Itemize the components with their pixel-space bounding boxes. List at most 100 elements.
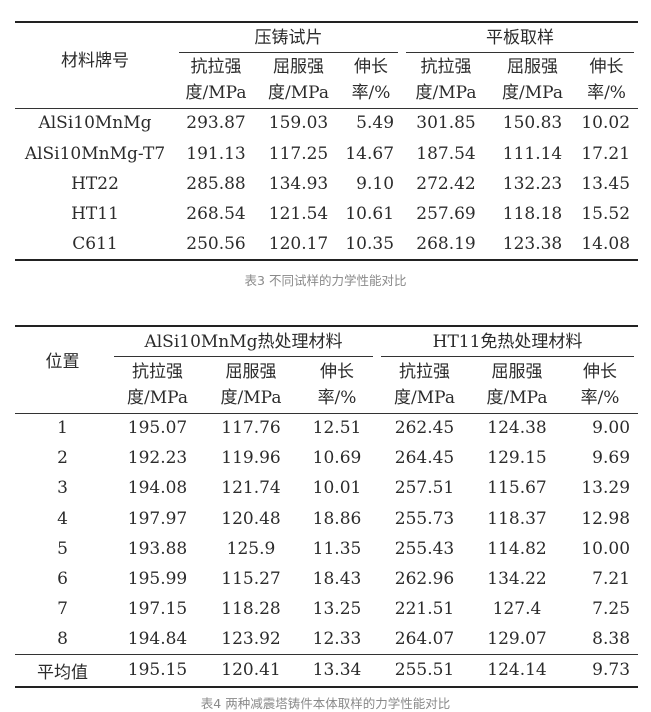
column-header: 抗拉强 度/MPa — [175, 53, 257, 109]
column-header-row: 抗拉强 度/MPa 屈服强 度/MPa 伸长 率/% 抗拉强 度/MPa 屈服强 度/MPa 伸长率… — [15, 53, 639, 109]
cell: 119.96 — [221, 448, 281, 469]
cell: 111.14 — [502, 143, 563, 164]
column-header-line: 屈服强 — [225, 361, 277, 382]
cell: 9.00 — [592, 418, 631, 439]
table-3-caption: 表3 不同试样的力学性能对比 — [244, 273, 407, 288]
table-row: 平均值 195.15 120.41 13.34 255.51 124.14 9.73 — [15, 654, 639, 687]
cell: 125.9 — [226, 538, 276, 559]
cell: 120.17 — [268, 234, 329, 255]
cell: 124.38 — [487, 418, 547, 439]
cell: 127.4 — [492, 599, 542, 620]
cell: 195.15 — [110, 654, 205, 687]
group-header-row: 材料牌号 压铸试片 平板取样 — [15, 22, 638, 109]
row-label: 6 — [57, 569, 68, 590]
column-header-line: 伸长 — [354, 57, 388, 78]
cell: 194.84 — [127, 629, 188, 650]
cell: 129.07 — [487, 629, 547, 650]
column-header-line: 抗拉强 — [420, 57, 472, 78]
column-header-line: 伸长 — [320, 361, 354, 382]
cell: 117.25 — [268, 143, 329, 164]
column-header-row: 抗拉强 度/MPa 屈服强 度/MPa 伸长 率/% 抗拉强 度/MPa 屈服强 度/MPa 伸长率… — [15, 357, 639, 414]
cell: 197.15 — [127, 599, 188, 620]
group-label: 压铸试片 — [179, 23, 399, 53]
row-label: 5 — [57, 538, 68, 559]
cell: 195.07 — [127, 418, 188, 439]
cell: 264.07 — [394, 629, 455, 650]
cell: 114.82 — [487, 538, 547, 559]
column-header-line: 度/MPa — [502, 83, 563, 104]
group-header-row: 位置 AlSi10MnMg热处理材料 HT11免热处理材料 — [15, 326, 638, 414]
column-header: 抗拉强度/MPa — [110, 357, 205, 414]
table-row: AlSi10MnMg-T7 191.13 117.25 14.67 187.54 111.… — [15, 138, 638, 168]
cell: 15.52 — [581, 204, 631, 225]
cell: 10.35 — [345, 234, 395, 255]
cell: 120.48 — [221, 508, 281, 529]
row-label: C611 — [72, 234, 118, 255]
cell: 255.51 — [377, 654, 473, 687]
table-row: 7 197.15 118.28 13.25 221.51 127.4 7.25 — [15, 594, 638, 624]
column-header-line: 伸长 — [589, 57, 624, 78]
cell: 121.54 — [268, 204, 329, 225]
group-label: AlSi10MnMg热处理材料 — [114, 327, 374, 357]
cell: 132.23 — [502, 173, 563, 194]
row-label: HT11 — [71, 204, 119, 225]
column-header-line: 度/MPa — [268, 83, 329, 104]
column-header: 伸长率/% — [297, 357, 378, 414]
cell: 9.10 — [356, 173, 395, 194]
cell: 13.45 — [581, 173, 631, 194]
table-row: HT22 285.88 134.93 9.10 272.42 132.23 13.45 — [15, 169, 638, 199]
row-label: 3 — [57, 478, 68, 499]
cell: 194.08 — [127, 478, 188, 499]
row-label: 平均值 — [15, 654, 110, 687]
row-label: HT22 — [71, 173, 119, 194]
cell: 115.27 — [221, 569, 281, 590]
column-header-line: 屈服强 — [273, 57, 324, 78]
row-label: 7 — [57, 599, 68, 620]
cell: 18.43 — [312, 569, 362, 590]
cell: 255.43 — [394, 538, 455, 559]
column-header-line: 率/% — [317, 387, 357, 408]
column-header-line: 度/MPa — [415, 83, 477, 104]
column-header-line: 度/MPa — [220, 387, 282, 408]
group-label: 平板取样 — [406, 23, 635, 53]
cell: 10.02 — [581, 113, 631, 134]
cell: 197.97 — [127, 508, 188, 529]
column-header-line: 率/% — [580, 387, 620, 408]
column-header-line: 度/MPa — [486, 387, 548, 408]
cell: 255.73 — [394, 508, 455, 529]
cell: 121.74 — [221, 478, 281, 499]
cell: 159.03 — [268, 113, 329, 134]
cell: 192.23 — [127, 448, 188, 469]
cell: 134.22 — [487, 569, 547, 590]
table-3: 材料牌号 压铸试片 平板取样 抗拉强 度/MPa 屈服强 度/MPa 伸长 率/% 抗拉强 度/MP… — [15, 21, 639, 261]
column-header-line: 度/MPa — [127, 387, 188, 408]
row-label: AlSi10MnMg — [38, 113, 152, 134]
cell: 268.19 — [416, 234, 476, 255]
cell: 8.38 — [592, 629, 631, 650]
column-header-line: 度/MPa — [185, 83, 247, 104]
row-label: 8 — [57, 629, 68, 650]
cell: 7.25 — [592, 599, 631, 620]
cell: 293.87 — [186, 113, 246, 134]
group-header: AlSi10MnMg热处理材料 — [110, 326, 377, 357]
column-header-line: 屈服强 — [507, 57, 559, 78]
group-header: HT11免热处理材料 — [377, 326, 638, 357]
cell: 129.15 — [487, 448, 547, 469]
row-label: 4 — [57, 508, 68, 529]
cell: 9.69 — [592, 448, 631, 469]
cell: 123.92 — [221, 629, 281, 650]
column-header: 屈服强 度/MPa — [472, 357, 563, 414]
column-header: 抗拉强度/MPa — [402, 53, 491, 109]
cell: 12.33 — [312, 629, 362, 650]
cell: 268.54 — [186, 204, 246, 225]
table-row: 4 197.97 120.48 18.86 255.73 118.37 12.98 — [15, 504, 638, 534]
cell: 264.45 — [394, 448, 455, 469]
column-header-line: 抗拉强 — [132, 361, 183, 382]
column-header-line: 伸长 — [583, 361, 618, 382]
cell: 13.29 — [581, 478, 631, 499]
column-header-line: 率/% — [587, 83, 626, 104]
table-row: 8 194.84 123.92 12.33 264.07 129.07 8.38 — [15, 624, 638, 654]
cell: 301.85 — [416, 113, 476, 134]
cell: 118.18 — [502, 204, 563, 225]
cell: 12.51 — [312, 418, 362, 439]
